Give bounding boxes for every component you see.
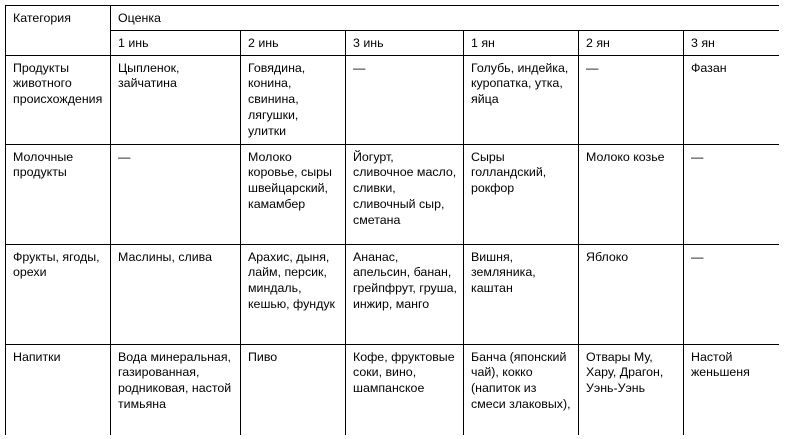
header-period-3-yan: 3 ян xyxy=(682,29,779,56)
cell-value: — xyxy=(110,143,241,245)
row-category-label: Фрукты, ягоды, орехи xyxy=(5,243,111,345)
cell-value: Ананас, апельсин, банан, грейпфрут, груш… xyxy=(345,243,464,345)
table-row: Молочные продукты — Молоко коровье, сыры… xyxy=(5,143,779,245)
header-score: Оценка xyxy=(109,5,779,31)
cell-value: Вода минеральная, газированная, родников… xyxy=(110,343,241,435)
cell-value: Арахис, дыня, лайм, персик, миндаль, кеш… xyxy=(240,243,346,345)
table-row: Продукты животного происхож­дения Цыплен… xyxy=(5,54,779,145)
table-header: Категория Оценка 1 инь 2 инь 3 инь 1 ян … xyxy=(5,5,779,56)
row-category-label: Напитки xyxy=(5,343,111,435)
header-period-3-inh: 3 инь xyxy=(345,29,464,56)
header-period-2-yan: 2 ян xyxy=(578,29,684,56)
cell-value: Кофе, фруктовые соки, вино, шампанское xyxy=(345,343,464,435)
cell-value: Говядина, конина, свинина, лягушки, улит… xyxy=(240,54,346,145)
cell-value: — xyxy=(682,243,779,345)
food-category-table: Категория Оценка 1 инь 2 инь 3 инь 1 ян … xyxy=(5,5,779,435)
cell-value: Молоко козье xyxy=(578,143,684,245)
cell-value: Яблоко xyxy=(578,243,684,345)
cell-value: — xyxy=(345,54,464,145)
table-container: Категория Оценка 1 инь 2 инь 3 инь 1 ян … xyxy=(5,5,779,435)
table-row: Напитки Вода минеральная, газированная, … xyxy=(5,343,779,435)
header-row-periods: 1 инь 2 инь 3 инь 1 ян 2 ян 3 ян xyxy=(6,29,779,56)
cell-value: Отвары Му, Хару, Драгон, Уэнь-Уэнь xyxy=(578,343,684,435)
header-category: Категория xyxy=(5,5,111,56)
cell-value: Фазан xyxy=(682,54,779,145)
cell-value: Цыпленок, зайчатина xyxy=(110,54,241,145)
cell-value: Йогурт, сливочное масло, сливки, сливочн… xyxy=(345,143,464,245)
cell-value: Вишня, земляника, каштан xyxy=(463,243,579,345)
table-row: Фрукты, ягоды, орехи Маслины, слива Арах… xyxy=(5,243,779,345)
cell-value: Пиво xyxy=(240,343,346,435)
cell-value: Сыры голландский, рокфор xyxy=(463,143,579,245)
cell-value: — xyxy=(682,143,779,245)
header-period-1-inh: 1 инь xyxy=(110,29,241,56)
row-category-label: Продукты животного происхож­дения xyxy=(5,54,111,145)
cell-value: Настой женьшеня xyxy=(682,343,779,435)
header-period-1-yan: 1 ян xyxy=(463,29,579,56)
cell-value: Голубь, индейка, куропатка, утка, яйца xyxy=(463,54,579,145)
header-period-2-inh: 2 инь xyxy=(240,29,346,56)
cell-value: Маслины, слива xyxy=(110,243,241,345)
row-category-label: Молочные продукты xyxy=(5,143,111,245)
cell-value: — xyxy=(578,54,684,145)
cell-value: Молоко коровье, сыры швейцарский, камамб… xyxy=(240,143,346,245)
cell-value: Банча (японский чай), кокко (напиток из … xyxy=(463,343,579,435)
table-body: Продукты животного происхож­дения Цыплен… xyxy=(5,54,779,435)
header-row-top: Категория Оценка xyxy=(5,5,779,56)
